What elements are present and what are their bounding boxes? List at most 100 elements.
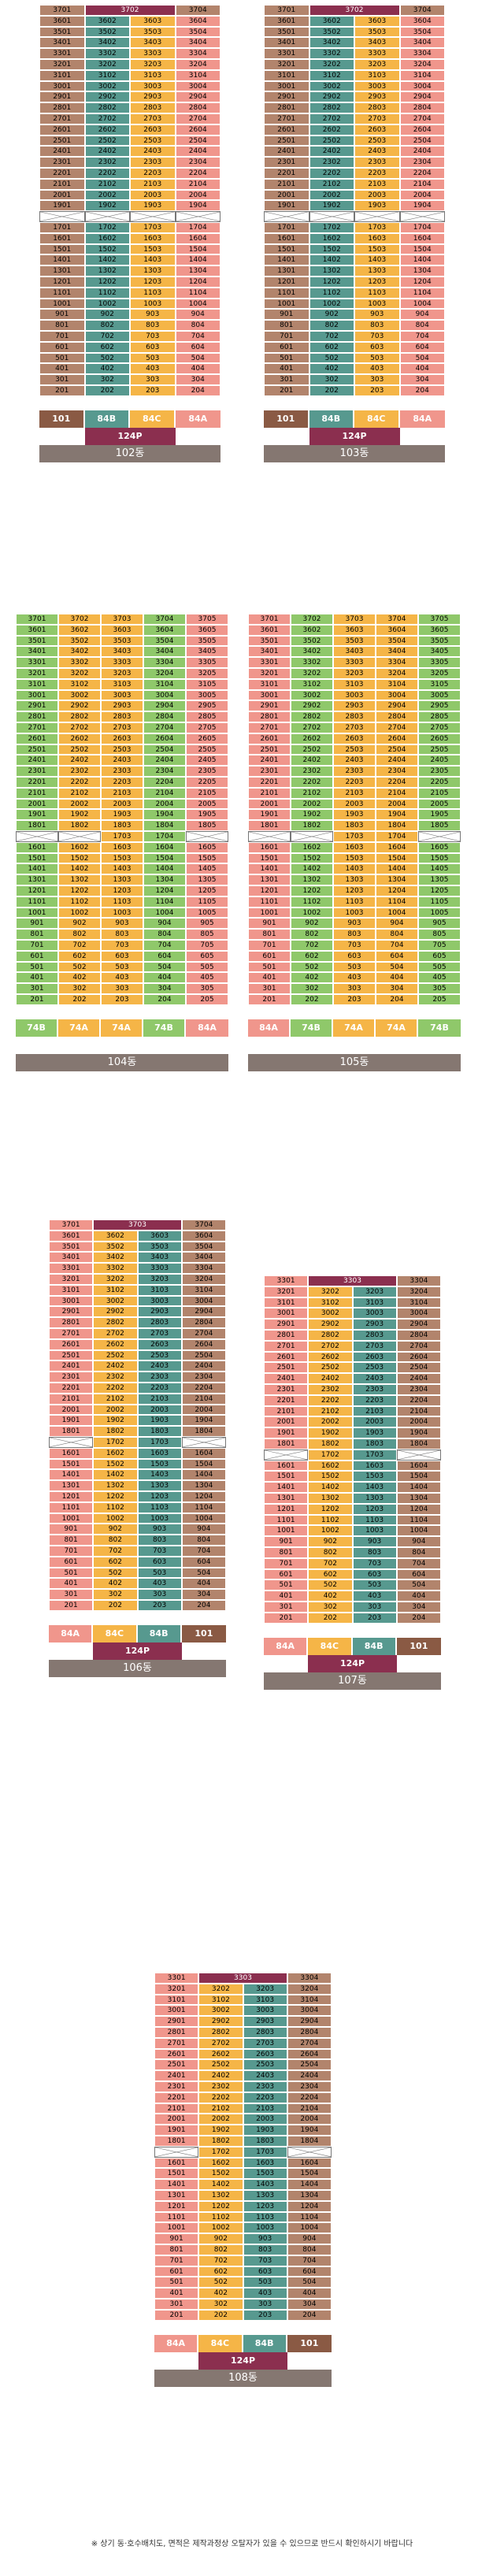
unit-cell: 3501 [39,26,85,38]
unit-cell: 502 [198,2277,243,2288]
unit-cell: 404 [143,972,186,984]
unit-cell: 1104 [287,2211,332,2223]
unit-type-label: 74B [143,1019,186,1037]
unit-cell: 3202 [198,1983,243,1995]
unit-cell: 2803 [243,2027,287,2038]
unit-cell: 2601 [49,1338,94,1350]
unit-cell: 2901 [39,91,85,103]
unit-cell: 3103 [354,69,400,81]
unit-cell: 2305 [186,766,228,777]
unit-cell: 1601 [16,841,58,853]
unit-cell: 401 [264,363,309,375]
unit-cell: 704 [181,1546,226,1557]
unit-cell: 3102 [58,678,101,690]
unit-cell: 3604 [399,15,445,27]
unit-cell: 3603 [333,624,376,636]
unit-cell: 303 [137,1589,182,1600]
unit-cell: 3704 [376,614,418,625]
unit-cell: 1601 [264,232,309,244]
unit-cell: 2501 [39,135,85,147]
unit-cell: 2403 [354,146,400,158]
unit-cell: 201 [49,1600,94,1611]
unit-cell: 2401 [49,1360,94,1372]
unit-cell: 2105 [418,787,461,799]
unit-cell: 2101 [154,2103,199,2114]
unit-cell: 3003 [352,1308,397,1320]
unit-cell: 2101 [264,178,309,190]
unit-cell: 1203 [101,885,143,896]
unit-cell: 2403 [243,2070,287,2081]
unit-cell: 2704 [143,722,186,733]
unit-cell: 3002 [308,1308,353,1320]
unit-cell: 1601 [49,1447,94,1459]
unit-cell: 1902 [308,1427,353,1438]
unit-cell: 1204 [287,2200,332,2212]
unit-cell: 1404 [287,2179,332,2190]
unit-cell: 1204 [181,1491,226,1502]
unit-cell: 2002 [291,798,333,810]
unit-cell: 1003 [243,2222,287,2234]
unit-cell: 3604 [143,624,186,636]
unit-cell: 2505 [186,744,228,755]
unit-cell: 1502 [58,852,101,864]
unit-cell: 201 [39,385,85,396]
unit-type-legend: 74B 74A 74A 74B 84A [16,1019,228,1037]
unit-cell: 3302 [84,48,130,59]
unit-cell: 505 [418,961,461,973]
unit-cell: 2703 [130,113,176,124]
unit-cell: 204 [143,994,186,1005]
unit-cell: 1703 [333,831,376,842]
unit-cell: 1803 [243,2136,287,2147]
unit-cell: 1301 [16,874,58,885]
unit-cell: 3603 [354,15,400,27]
unit-cell: 2701 [16,722,58,733]
unit-cell: 3404 [175,37,220,49]
unit-cell: 3201 [264,1286,309,1297]
unit-cell: 3204 [287,1983,332,1995]
unit-cell: 1601 [154,2157,199,2169]
unit-cell: 1905 [418,809,461,821]
unit-cell: 701 [39,331,85,342]
unit-cell: 1204 [143,885,186,896]
unit-cell: 1803 [137,1426,182,1437]
unit-cell: 3502 [291,635,333,647]
unit-cell: 601 [248,950,291,962]
unit-cell: 1802 [291,820,333,831]
unit-cell: 1803 [101,820,143,831]
unit-cell: 3201 [154,1983,199,1995]
unit-cell: 203 [243,2309,287,2321]
unit-cell: 2701 [39,113,85,124]
unit-cell: 602 [291,950,333,962]
unit-cell: 3002 [84,80,130,92]
unit-cell: 1004 [287,2222,332,2234]
unit-cell: 1103 [352,1514,397,1526]
unit-cell: 805 [418,929,461,940]
empty-slot [396,1449,441,1461]
unit-cell: 2502 [84,135,130,147]
unit-cell: 3202 [291,668,333,679]
unit-cell: 1201 [16,885,58,896]
unit-cell: 3202 [58,668,101,679]
unit-cell: 404 [376,972,418,984]
unit-cell: 2502 [291,744,333,755]
roof-unit: 3701 [39,5,85,16]
unit-cell: 2103 [101,787,143,799]
unit-cell: 2103 [130,178,176,190]
unit-cell: 2802 [291,711,333,722]
unit-cell: 2104 [376,787,418,799]
unit-cell: 1804 [287,2136,332,2147]
unit-cell: 1004 [181,1513,226,1524]
unit-cell: 2605 [186,733,228,744]
unit-cell: 2304 [376,766,418,777]
unit-cell: 3101 [264,69,309,81]
unit-cell: 3203 [354,59,400,70]
unit-cell: 1304 [396,1493,441,1504]
unit-cell: 2503 [354,135,400,147]
unit-cell: 1703 [352,1449,397,1461]
unit-cell: 502 [93,1567,138,1579]
unit-cell: 1501 [248,852,291,864]
unit-cell: 2201 [49,1383,94,1394]
unit-cell: 704 [175,331,220,342]
unit-cell: 1201 [264,277,309,288]
unit-cell: 401 [16,972,58,984]
